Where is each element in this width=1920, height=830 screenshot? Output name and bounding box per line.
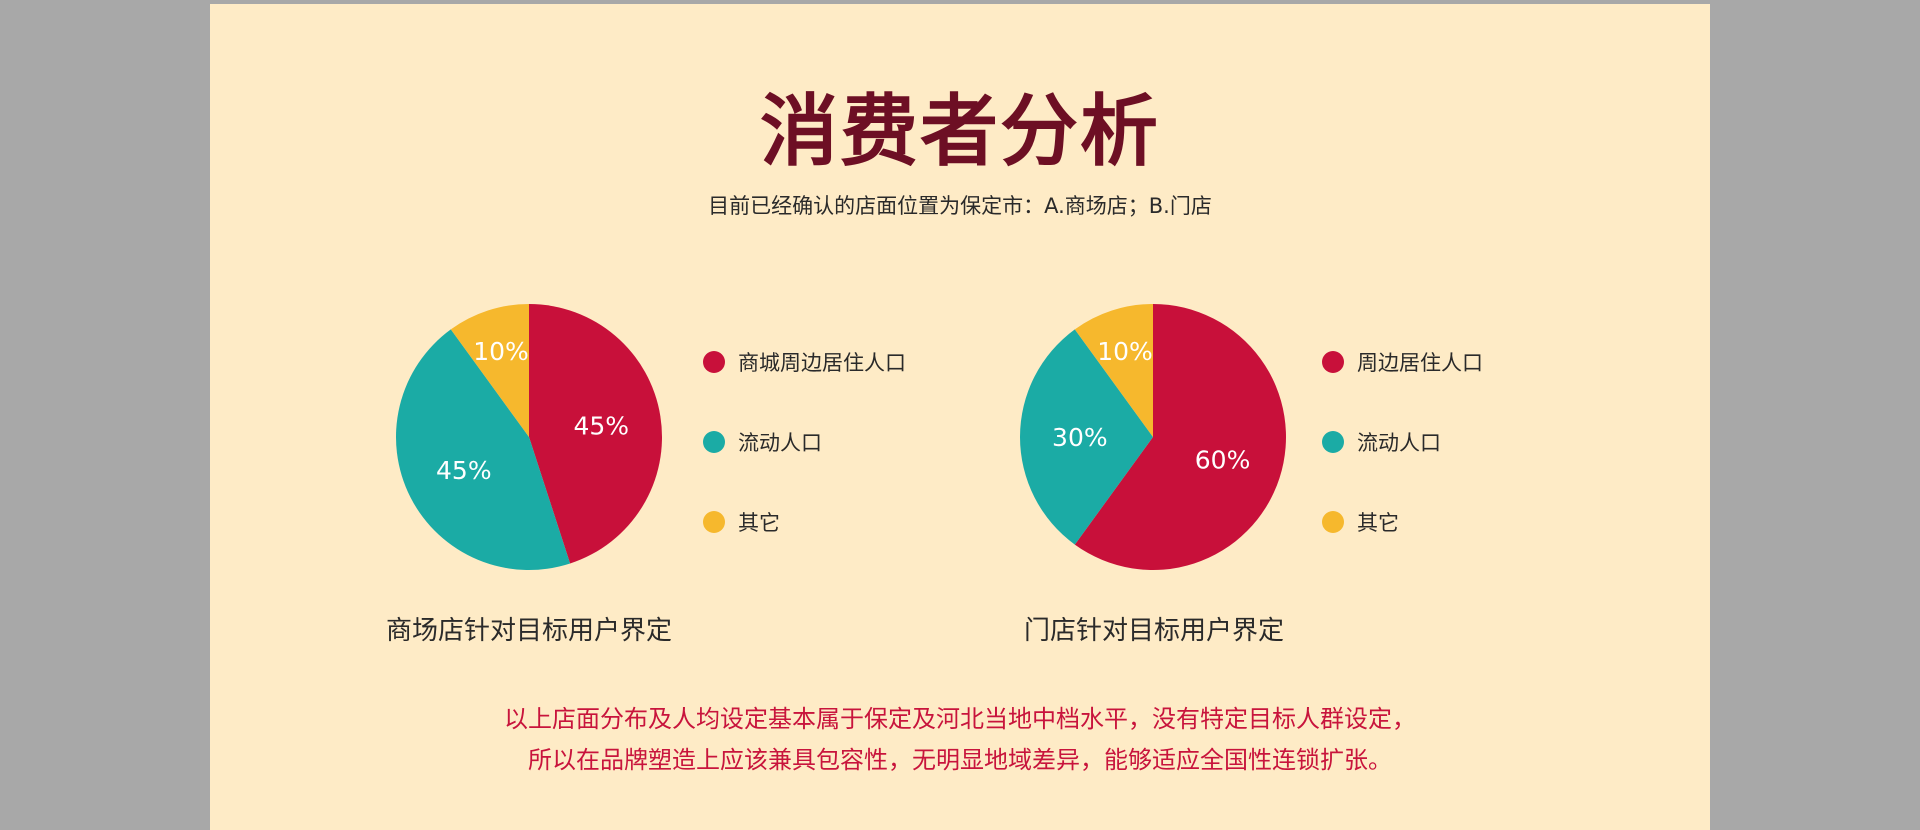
legend-item-street-store-0: 周边居住人口 (1322, 347, 1483, 377)
legend-dot-icon (1322, 351, 1344, 373)
legend-dot-icon (1322, 431, 1344, 453)
legend-dot-icon (703, 511, 725, 533)
pie-caption-mall-store: 商场店针对目标用户界定 (385, 616, 672, 646)
pie-caption-street-store: 门店针对目标用户界定 (1023, 616, 1284, 646)
pie-slice-mall-store-0 (529, 304, 662, 564)
legend-label: 其它 (738, 511, 780, 535)
pie-chart-mall-store: 45% 45% 10% (395, 304, 662, 570)
legend-item-mall-store-1: 流动人口 (703, 427, 822, 457)
pie-slice-street-store-0 (1074, 304, 1286, 570)
conclusion-line-2: 所以在品牌塑造上应该兼具包容性，无明显地域差异，能够适应全国性连锁扩张。 (528, 746, 1392, 774)
pie-value-label-mall-store-1: 45% (436, 456, 492, 485)
legend-item-mall-store-2: 其它 (703, 507, 780, 537)
legend-item-street-store-1: 流动人口 (1322, 427, 1441, 457)
legend-dot-icon (703, 431, 725, 453)
legend-item-street-store-2: 其它 (1322, 507, 1399, 537)
legend-dot-icon (1322, 511, 1344, 533)
pie-value-label-mall-store-2: 10% (473, 337, 529, 366)
pie-slice-street-store-2 (1074, 304, 1153, 437)
pie-slice-mall-store-1 (395, 329, 571, 570)
legend-label: 流动人口 (1357, 431, 1441, 455)
conclusion-line-1: 以上店面分布及人均设定基本属于保定及河北当地中档水平，没有特定目标人群设定， (504, 705, 1416, 733)
legend-label: 商城周边居住人口 (738, 351, 906, 375)
pie-value-label-street-store-1: 30% (1052, 423, 1108, 452)
page-title: 消费者分析 (759, 87, 1160, 177)
pie-value-label-street-store-0: 60% (1195, 446, 1251, 475)
legend-dot-icon (703, 351, 725, 373)
legend-label: 流动人口 (738, 431, 822, 455)
pie-slice-mall-store-2 (450, 304, 529, 437)
pie-chart-street-store: 60% 30% 10% (1020, 304, 1286, 570)
page-subtitle: 目前已经确认的店面位置为保定市：A.商场店；B.门店 (708, 194, 1212, 218)
slide: 消费者分析 目前已经确认的店面位置为保定市：A.商场店；B.门店 45% 45% 1… (210, 4, 1710, 830)
legend-label: 其它 (1357, 511, 1399, 535)
pie-value-label-street-store-2: 10% (1097, 337, 1153, 366)
pie-slice-street-store-1 (1020, 329, 1153, 545)
legend-label: 周边居住人口 (1357, 351, 1483, 375)
pie-value-label-mall-store-0: 45% (573, 412, 629, 441)
legend-item-mall-store-0: 商城周边居住人口 (703, 347, 906, 377)
